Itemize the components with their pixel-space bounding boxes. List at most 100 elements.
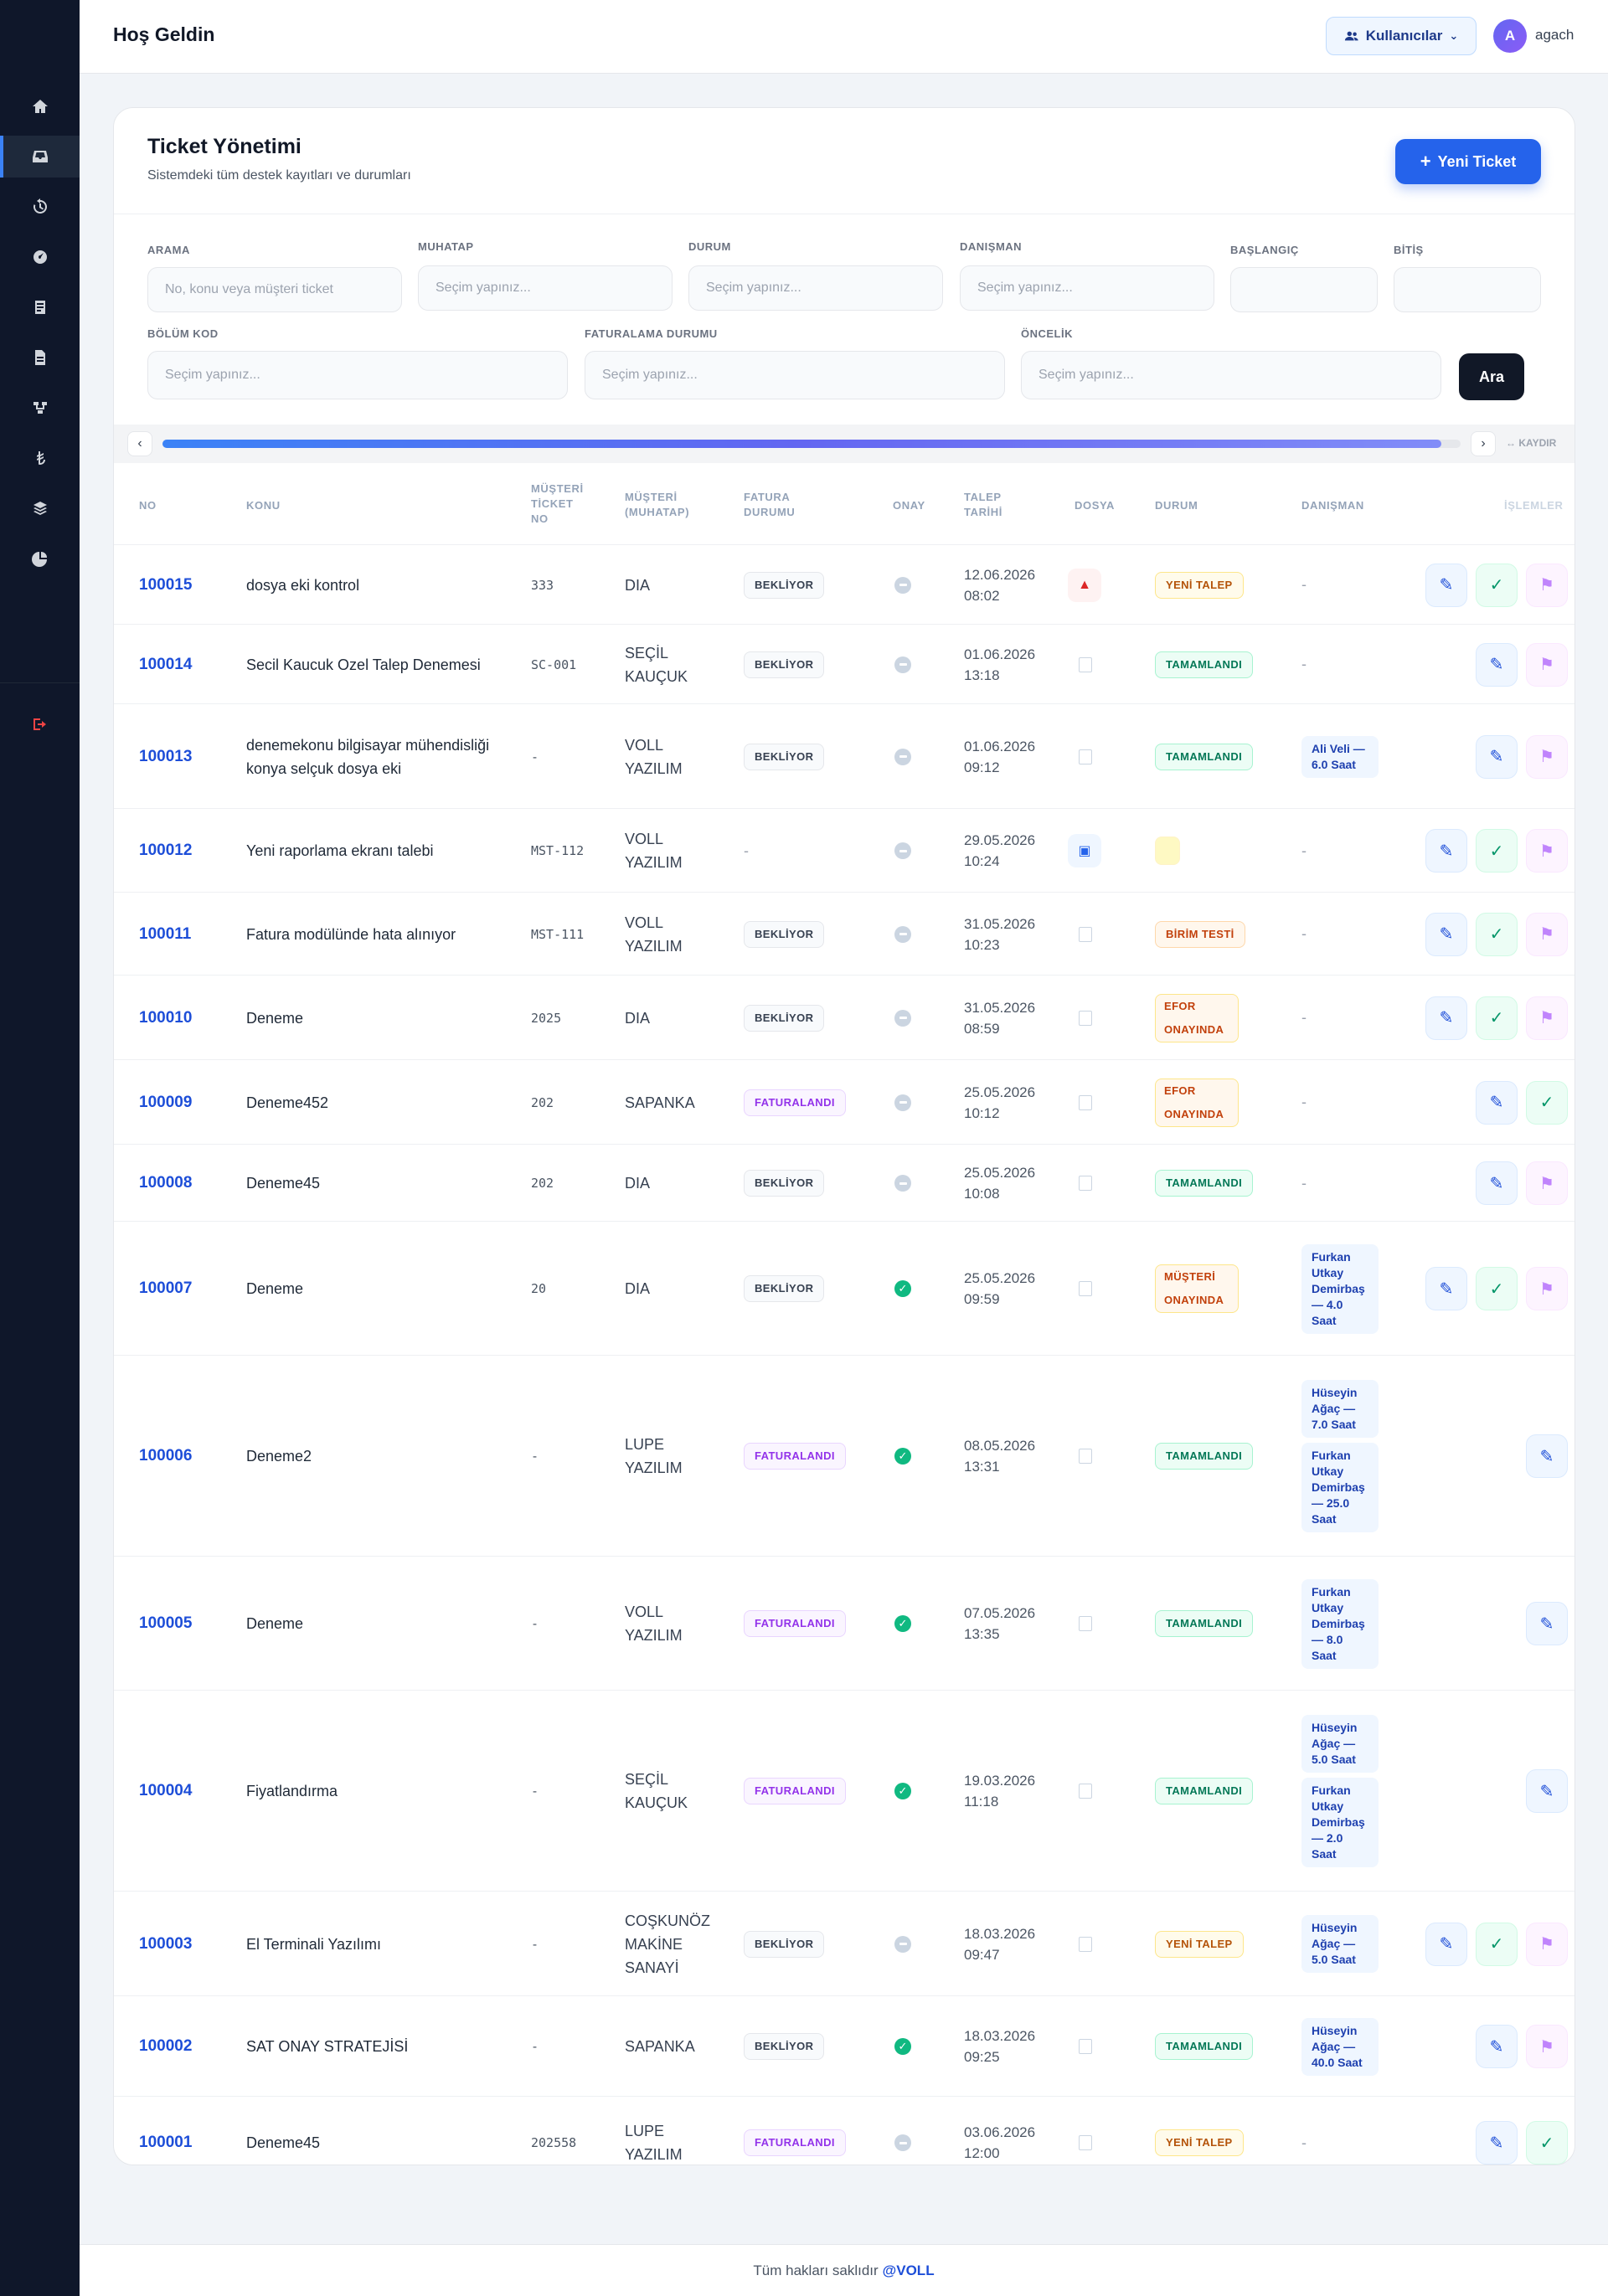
ticket-no-cell[interactable]: 100012 bbox=[139, 809, 231, 893]
ticket-no-cell[interactable]: 100014 bbox=[139, 625, 231, 704]
ticket-no-link[interactable]: 100014 bbox=[139, 655, 193, 673]
table-row[interactable]: 100004 Fiyatlandırma - SEÇİL KAUÇUK FATURALA… bbox=[114, 1691, 1574, 1892]
report-icon[interactable] bbox=[0, 286, 80, 328]
scroll-left-button[interactable]: ‹ bbox=[127, 431, 152, 456]
edit-button[interactable]: ✎ bbox=[1526, 1434, 1568, 1478]
ticket-no-cell[interactable]: 100011 bbox=[139, 893, 231, 976]
ticket-no-link[interactable]: 100004 bbox=[139, 1782, 193, 1799]
dosya-cell[interactable] bbox=[1079, 1691, 1129, 1892]
search-input[interactable]: No, konu veya müşteri ticket bbox=[147, 267, 402, 312]
ticket-no-cell[interactable]: 100015 bbox=[139, 545, 231, 625]
ticket-no-link[interactable]: 100008 bbox=[139, 1174, 193, 1192]
scroll-track[interactable] bbox=[162, 440, 1461, 448]
ticket-no-cell[interactable]: 100003 bbox=[139, 1892, 231, 1996]
dosya-cell[interactable] bbox=[1079, 2097, 1129, 2165]
ticket-no-cell[interactable]: 100004 bbox=[139, 1691, 231, 1892]
home-icon[interactable] bbox=[0, 85, 80, 127]
ticket-no-link[interactable]: 100006 bbox=[139, 1447, 193, 1465]
search-button[interactable]: Ara bbox=[1459, 353, 1524, 400]
approve-button[interactable]: ✓ bbox=[1526, 1080, 1568, 1125]
lira-icon[interactable] bbox=[0, 437, 80, 479]
edit-button[interactable]: ✎ bbox=[1476, 734, 1518, 779]
flag-button[interactable]: ⚑ bbox=[1526, 734, 1568, 779]
footer-brand[interactable]: @VOLL bbox=[882, 2262, 935, 2278]
approve-button[interactable]: ✓ bbox=[1476, 563, 1518, 607]
inbox-icon[interactable] bbox=[0, 136, 80, 178]
dosya-cell[interactable] bbox=[1079, 976, 1129, 1060]
dosya-cell[interactable] bbox=[1079, 1222, 1129, 1356]
faturalama-select[interactable]: Seçim yapınız... bbox=[585, 351, 1005, 399]
edit-button[interactable]: ✎ bbox=[1425, 563, 1467, 607]
flag-button[interactable]: ⚑ bbox=[1526, 1267, 1568, 1310]
approve-button[interactable]: ✓ bbox=[1476, 829, 1518, 873]
ticket-no-link[interactable]: 100012 bbox=[139, 842, 193, 859]
table-row[interactable]: 100001 Deneme45 202558 LUPE YAZILIM FATURALA… bbox=[114, 2097, 1574, 2165]
flag-button[interactable]: ⚑ bbox=[1526, 829, 1568, 873]
ticket-no-link[interactable]: 100011 bbox=[139, 924, 192, 943]
edit-button[interactable]: ✎ bbox=[1425, 996, 1467, 1040]
new-ticket-button[interactable]: + Yeni Ticket bbox=[1395, 139, 1541, 184]
dosya-cell[interactable]: ▲ bbox=[1068, 545, 1118, 625]
edit-button[interactable]: ✎ bbox=[1526, 1769, 1568, 1813]
dosya-cell[interactable] bbox=[1079, 1145, 1129, 1222]
table-row[interactable]: 100007 Deneme 20 DIA BEKLİYOR ✓ 25.05.2026 09:5… bbox=[114, 1222, 1574, 1356]
ticket-no-cell[interactable]: 100006 bbox=[139, 1356, 231, 1557]
edit-button[interactable]: ✎ bbox=[1476, 642, 1518, 687]
ticket-no-cell[interactable]: 100005 bbox=[139, 1557, 231, 1691]
edit-button[interactable]: ✎ bbox=[1476, 1161, 1518, 1205]
edit-button[interactable]: ✎ bbox=[1476, 1080, 1518, 1125]
ticket-no-link[interactable]: 100009 bbox=[139, 1093, 193, 1111]
ticket-no-link[interactable]: 100001 bbox=[139, 2134, 193, 2151]
flag-button[interactable]: ⚑ bbox=[1526, 1161, 1568, 1205]
ticket-no-link[interactable]: 100002 bbox=[139, 2037, 193, 2055]
pie-chart-icon[interactable] bbox=[0, 538, 80, 579]
edit-button[interactable]: ✎ bbox=[1526, 1602, 1568, 1645]
scroll-thumb[interactable] bbox=[162, 440, 1441, 448]
document-icon[interactable] bbox=[0, 337, 80, 378]
edit-button[interactable]: ✎ bbox=[1425, 829, 1467, 873]
approve-button[interactable]: ✓ bbox=[1476, 912, 1518, 956]
dosya-cell[interactable] bbox=[1079, 1892, 1129, 1996]
end-date-input[interactable] bbox=[1394, 267, 1541, 312]
dosya-cell[interactable] bbox=[1079, 1996, 1129, 2097]
flag-button[interactable]: ⚑ bbox=[1526, 563, 1568, 607]
durum-select[interactable]: Seçim yapınız... bbox=[688, 265, 943, 311]
users-dropdown-button[interactable]: Kullanıcılar ⌄ bbox=[1326, 17, 1477, 55]
ticket-no-cell[interactable]: 100008 bbox=[139, 1145, 231, 1222]
table-row[interactable]: 100006 Deneme2 - LUPE YAZILIM FATURALANDI ✓ 08… bbox=[114, 1356, 1574, 1557]
table-row[interactable]: 100003 El Terminali Yazılımı - COŞKUNÖZ MAK… bbox=[114, 1892, 1574, 1996]
dosya-cell[interactable] bbox=[1079, 704, 1129, 809]
approve-button[interactable]: ✓ bbox=[1476, 1267, 1518, 1310]
edit-button[interactable]: ✎ bbox=[1476, 2121, 1518, 2165]
table-row[interactable]: 100008 Deneme45 202 DIA BEKLİYOR 25.05.2026 10… bbox=[114, 1145, 1574, 1222]
ticket-no-link[interactable]: 100007 bbox=[139, 1279, 193, 1297]
dosya-cell[interactable] bbox=[1079, 1060, 1129, 1145]
dosya-cell[interactable] bbox=[1079, 625, 1129, 704]
flag-button[interactable]: ⚑ bbox=[1526, 2025, 1568, 2068]
ticket-no-cell[interactable]: 100007 bbox=[139, 1222, 231, 1356]
edit-button[interactable]: ✎ bbox=[1425, 1267, 1467, 1310]
ticket-no-cell[interactable]: 100010 bbox=[139, 976, 231, 1060]
dosya-cell[interactable] bbox=[1079, 893, 1129, 976]
flag-button[interactable]: ⚑ bbox=[1526, 642, 1568, 687]
edit-button[interactable]: ✎ bbox=[1425, 912, 1467, 956]
ticket-no-link[interactable]: 100003 bbox=[139, 1934, 193, 1953]
ticket-no-link[interactable]: 100013 bbox=[139, 747, 193, 765]
table-row[interactable]: 100012 Yeni raporlama ekranı talebi MST-11… bbox=[114, 809, 1574, 893]
table-row[interactable]: 100011 Fatura modülünde hata alınıyor MST-… bbox=[114, 893, 1574, 976]
avatar[interactable]: A bbox=[1493, 19, 1527, 53]
history-icon[interactable] bbox=[0, 186, 80, 228]
danisman-select[interactable]: Seçim yapınız... bbox=[960, 265, 1214, 311]
edit-button[interactable]: ✎ bbox=[1476, 2025, 1518, 2068]
table-row[interactable]: 100002 SAT ONAY STRATEJİSİ - SAPANKA BEKLİYO… bbox=[114, 1996, 1574, 2097]
edit-button[interactable]: ✎ bbox=[1425, 1922, 1467, 1966]
dosya-cell[interactable] bbox=[1079, 1557, 1129, 1691]
ticket-no-cell[interactable]: 100001 bbox=[139, 2097, 231, 2165]
table-row[interactable]: 100015 dosya eki kontrol 333 DIA BEKLİYOR 12.… bbox=[114, 545, 1574, 625]
ticket-no-cell[interactable]: 100013 bbox=[139, 704, 231, 809]
username[interactable]: agach bbox=[1535, 27, 1574, 43]
flag-button[interactable]: ⚑ bbox=[1526, 912, 1568, 956]
ticket-no-link[interactable]: 100015 bbox=[139, 575, 193, 594]
oncelik-select[interactable]: Seçim yapınız... bbox=[1021, 351, 1441, 399]
layers-icon[interactable] bbox=[0, 487, 80, 529]
